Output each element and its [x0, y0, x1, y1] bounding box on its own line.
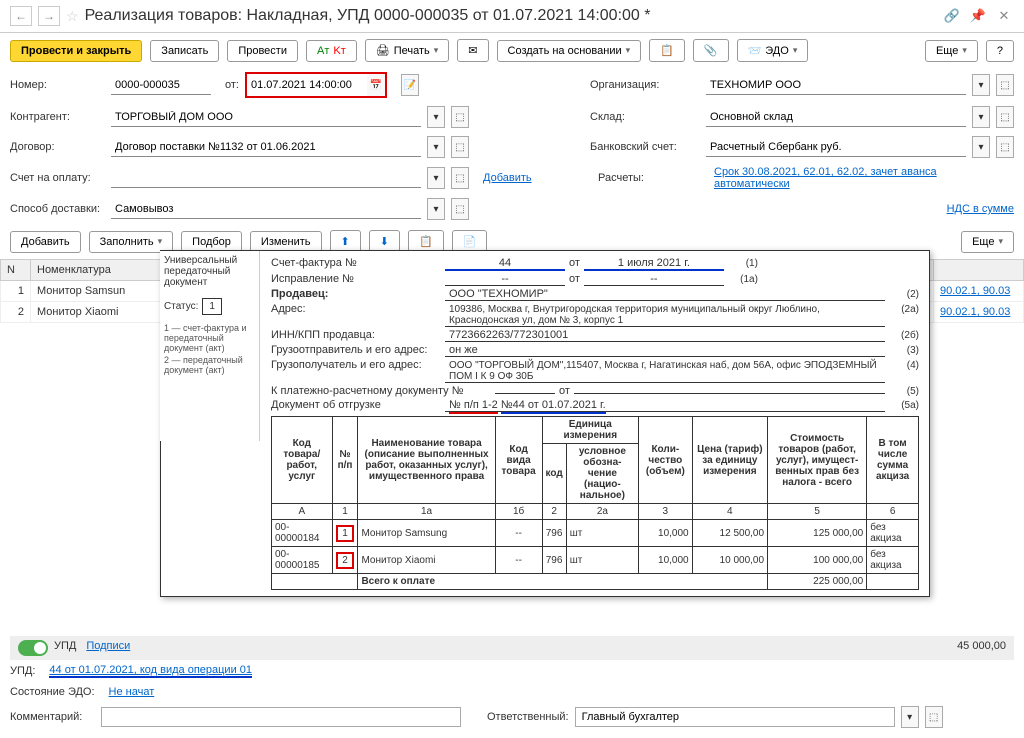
- calc-label: Расчеты:: [598, 172, 708, 184]
- contr-label: Контрагент:: [10, 111, 105, 123]
- upd-link[interactable]: 44 от 01.07.2021, код вида операции 01: [49, 664, 252, 678]
- resp-open-icon[interactable]: ⬚: [925, 706, 943, 728]
- register-button[interactable]: 📋: [649, 39, 685, 62]
- anchor-icon[interactable]: 📌: [968, 6, 988, 26]
- create-based-button[interactable]: Создать на основании: [497, 40, 642, 62]
- bill-input[interactable]: [111, 169, 421, 188]
- dog-label: Договор:: [10, 141, 105, 153]
- sklad-open-icon[interactable]: ⬚: [996, 106, 1014, 128]
- attach-button[interactable]: 📎: [693, 39, 729, 62]
- main-toolbar: Провести и закрыть Записать Провести AᴛK…: [0, 33, 1024, 68]
- post-close-button[interactable]: Провести и закрыть: [10, 40, 142, 62]
- help-button[interactable]: ?: [986, 40, 1014, 62]
- edo-state-link[interactable]: Не начат: [109, 686, 155, 698]
- sklad-label: Склад:: [590, 111, 700, 123]
- resp-dd-icon[interactable]: ▾: [901, 706, 919, 728]
- bill-label: Счет на оплату:: [10, 172, 105, 184]
- contr-dd-icon[interactable]: ▾: [427, 106, 445, 128]
- grand-total: 45 000,00: [957, 640, 1006, 656]
- bank-input[interactable]: [706, 138, 966, 157]
- bank-label: Банковский счет:: [590, 141, 700, 153]
- nav-fwd-button[interactable]: →: [38, 6, 60, 26]
- acc-link[interactable]: 90.02.1, 90.03: [940, 285, 1010, 297]
- org-open-icon[interactable]: ⬚: [996, 74, 1014, 96]
- bill-open-icon[interactable]: ⬚: [451, 167, 469, 189]
- note-icon[interactable]: 📝: [401, 74, 419, 96]
- deliv-input[interactable]: [111, 200, 421, 219]
- sklad-input[interactable]: [706, 108, 966, 127]
- bank-open-icon[interactable]: ⬚: [996, 136, 1014, 158]
- link-icon[interactable]: 🔗: [942, 6, 962, 26]
- more2-button[interactable]: Еще: [961, 231, 1014, 253]
- mail-button[interactable]: ✉: [457, 39, 488, 62]
- number-input[interactable]: [111, 76, 211, 95]
- edo-button[interactable]: 📨 ЭДО: [737, 39, 809, 62]
- add-bill-link[interactable]: Добавить: [483, 172, 532, 184]
- invoice-preview: Универсальный передаточный документ Стат…: [160, 250, 930, 597]
- number-label: Номер:: [10, 79, 105, 91]
- date-input[interactable]: [247, 74, 367, 96]
- invoice-row: 00-00000184 1 Монитор Samsung --796шт 10…: [272, 520, 919, 547]
- bill-dd-icon[interactable]: ▾: [427, 167, 445, 189]
- favorite-icon[interactable]: ☆: [66, 8, 79, 25]
- sign-link[interactable]: Подписи: [86, 640, 130, 656]
- upd-toggle[interactable]: [18, 640, 48, 656]
- dog-open-icon[interactable]: ⬚: [451, 136, 469, 158]
- dtct-button[interactable]: AᴛKᴛ: [306, 40, 357, 62]
- sf-number: 44: [445, 257, 565, 271]
- add-row-button[interactable]: Добавить: [10, 231, 81, 253]
- org-dd-icon[interactable]: ▾: [972, 74, 990, 96]
- calendar-icon[interactable]: 📅: [367, 74, 385, 96]
- dog-input[interactable]: [111, 138, 421, 157]
- contr-open-icon[interactable]: ⬚: [451, 106, 469, 128]
- print-button[interactable]: 🖨 Печать: [365, 39, 450, 62]
- invoice-row: 00-00000185 2 Монитор Xiaomi --796шт 10,…: [272, 547, 919, 574]
- upd-sidebar: Универсальный передаточный документ Стат…: [160, 251, 260, 441]
- calc-link[interactable]: Срок 30.08.2021, 62.01, 62.02, зачет ава…: [714, 166, 1014, 190]
- bank-dd-icon[interactable]: ▾: [972, 136, 990, 158]
- post-button[interactable]: Провести: [227, 40, 298, 62]
- deliv-dd-icon[interactable]: ▾: [427, 198, 445, 220]
- deliv-open-icon[interactable]: ⬚: [451, 198, 469, 220]
- footer: УПД Подписи 45 000,00 УПД: 44 от 01.07.2…: [0, 630, 1024, 738]
- title-bar: ← → ☆ Реализация товаров: Накладная, УПД…: [0, 0, 1024, 33]
- org-input[interactable]: [706, 76, 966, 95]
- invoice-table: Код товара/ работ, услуг № п/п Наименова…: [271, 416, 919, 590]
- from-label: от:: [225, 79, 239, 91]
- close-icon[interactable]: ✕: [994, 6, 1014, 26]
- sklad-dd-icon[interactable]: ▾: [972, 106, 990, 128]
- contr-input[interactable]: [111, 108, 421, 127]
- dog-dd-icon[interactable]: ▾: [427, 136, 445, 158]
- more-button[interactable]: Еще: [925, 40, 978, 62]
- org-label: Организация:: [590, 79, 700, 91]
- acc-link[interactable]: 90.02.1, 90.03: [940, 306, 1010, 318]
- nav-back-button[interactable]: ←: [10, 6, 32, 26]
- window-title: Реализация товаров: Накладная, УПД 0000-…: [85, 7, 936, 25]
- nds-link[interactable]: НДС в сумме: [947, 203, 1014, 215]
- deliv-label: Способ доставки:: [10, 203, 105, 215]
- col-n: N: [1, 260, 31, 281]
- save-button[interactable]: Записать: [150, 40, 219, 62]
- comment-input[interactable]: [101, 707, 461, 727]
- status-value: 1: [202, 298, 222, 315]
- resp-input[interactable]: [575, 707, 895, 727]
